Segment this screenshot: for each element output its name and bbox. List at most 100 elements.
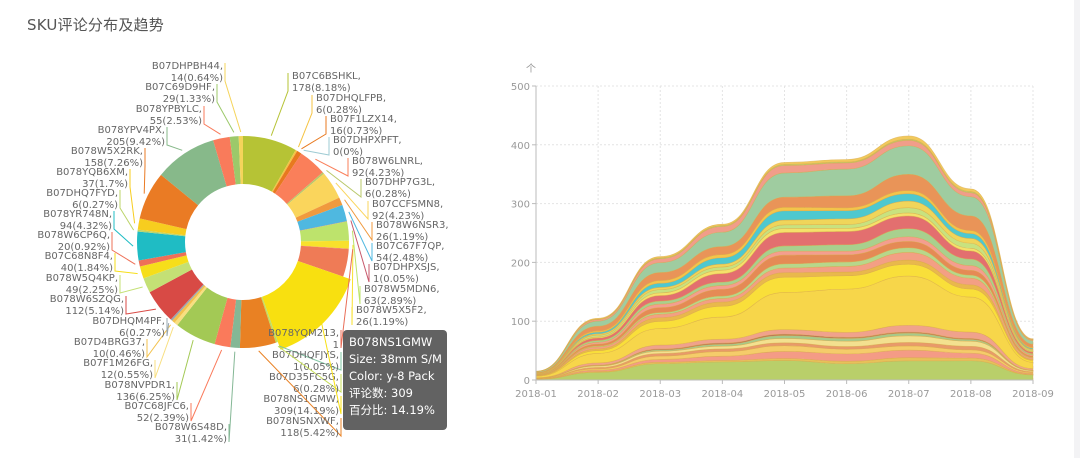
x-tick-label: 2018-01 [515,389,557,400]
pie-label-line [166,127,183,151]
pie-label-line [258,350,342,438]
pie-label-name: B078YPV4PX, [98,125,165,136]
sku-review-donut-chart[interactable]: B07C6BSHKL,178(8.18%)B07DHQLFPB,6(0.28%)… [0,0,500,458]
pie-label-value: 158(7.26%) [84,158,143,169]
pie-slice-b078yqm213[interactable] [300,245,349,250]
area-series-27[interactable] [535,135,1034,372]
x-tick-label: 2018-08 [950,389,992,400]
pie-label-name: B07DHPXPFT, [333,135,402,146]
pie-label-value: 14(0.64%) [171,73,223,84]
pie-label-value: 205(9.42%) [106,137,165,148]
pie-slice-b07c69d9hf[interactable] [229,136,241,185]
pie-label-name: B078NVPDR1, [105,380,176,391]
pie-label-value: 31(1.42%) [175,434,227,445]
pie-slice-b078w5mdn6[interactable] [299,221,349,242]
pie-label-value: 26(1.19%) [356,317,408,328]
pie-label-name: B07CCFSMN8, [372,199,443,210]
pie-label-name: B078W5Q4KP, [46,273,118,284]
pie-label-line [350,220,370,283]
pie-slice-b078w6szqg[interactable] [149,269,204,320]
pie-label-value: 63(2.89%) [364,296,416,307]
pie-label-line [228,351,236,443]
y-tick-label: 500 [511,82,530,93]
pie-label-line [320,319,342,415]
pie-slice-b07d4brg37[interactable] [172,285,206,323]
x-tick-label: 2018-04 [701,389,743,400]
pie-label-value: 6(0.28%) [316,105,362,116]
pie-slice-b07d35fc5g[interactable] [260,296,278,343]
pie-label-name: B078NSNXWF, [266,416,339,427]
pie-label-line [270,73,289,136]
pie-label-name: B07F1LZX14, [330,114,397,125]
x-tick-label: 2018-02 [577,389,619,400]
pie-label-name: B078W5X2RK, [71,146,143,157]
pie-slice-b078w5x2rk[interactable] [139,174,199,230]
pie-slice-b078ypv4px[interactable] [160,140,227,206]
pie-label-line [335,182,369,221]
x-tick-label: 2018-05 [764,389,806,400]
pie-label-value: 29(1.33%) [163,94,215,105]
pie-slice-b07dhp7g3l[interactable] [286,172,325,205]
pie-slice-b078w6cp6q[interactable] [138,252,187,267]
pie-label-line [119,275,143,294]
pie-slice-b07dhqm4pf[interactable] [170,284,205,321]
pie-slice-b07ccfsmn8[interactable] [287,173,340,218]
pie-slice-b078w6s48d[interactable] [230,299,242,348]
pie-label-line [315,158,349,177]
pie-slice-b07dhpbh44[interactable] [238,136,243,185]
pie-slice-b078w5q4kp[interactable] [143,261,192,293]
pie-label-name: B07C68N8F4, [45,251,113,262]
pie-slice-b07c6bshkl[interactable] [243,136,296,192]
x-tick-label: 2018-07 [888,389,930,400]
pie-label-value: 6(0.28%) [293,384,339,395]
pie-label-line [326,169,362,199]
pie-label-value: 118(5.42%) [280,428,339,439]
pie-label-line [224,63,242,133]
pie-label-value: 309(14.19%) [274,406,339,417]
pie-slice-b078ypbylc[interactable] [213,136,236,187]
pie-slice-b078w6nsr3[interactable] [295,197,343,222]
pie-slice-b078yr748n[interactable] [136,231,186,261]
tooltip-percent: 百分比: 14.19% [349,403,435,417]
pie-slice-b07f1lzx14[interactable] [272,150,302,194]
pie-label-value: 37(1.7%) [82,179,128,190]
sku-review-trend-chart[interactable]: 个 0 100 200 300 400 500 2018-01 2018-02 2018-03 20… [495,0,1075,458]
pie-label-line [176,339,194,401]
pie-slice-b078w6lnrl[interactable] [274,153,323,204]
pie-label-name: B078W6LNRL, [352,156,423,167]
pie-slice-b07c68n8f4[interactable] [139,255,189,279]
pie-slice-b078ns1gmw[interactable] [262,260,351,350]
pie-slice-b078w5x5f2[interactable] [300,240,349,249]
y-tick-label: 400 [511,141,530,152]
pie-label-value: 136(6.25%) [116,392,175,403]
pie-slice-b078nvpdr1[interactable] [177,287,228,345]
pie-slice-b07dhqfjys[interactable] [261,296,278,343]
pie-slice-b078yqb6xm[interactable] [137,218,187,236]
y-tick-label: 300 [511,200,530,211]
scrollbar-track[interactable] [1074,0,1080,458]
pie-slice-b07c68jfc6[interactable] [214,297,237,348]
pie-label-value: 6(0.27%) [72,200,118,211]
pie-slice-b07dhqlfpb[interactable] [271,149,298,193]
pie-slice-b07c67f7qp[interactable] [297,205,347,231]
pie-label-name: B07C69D9HF, [145,82,215,93]
pie-label-name: B078W5X5F2, [356,305,427,316]
pie-label-name: B078W6NSR3, [376,220,449,231]
pie-label-line [351,244,354,326]
pie-slice-b07dhpxsjs[interactable] [299,221,347,231]
pie-slice-b078nsnxwf[interactable] [239,297,276,348]
tooltip: B078NS1GMW Size: 38mm S/M Color: y-8 Pac… [343,330,447,430]
tooltip-name: B078NS1GMW [349,335,433,349]
pie-label-value: 52(2.39%) [137,413,189,424]
pie-label-value: 178(8.18%) [292,83,351,94]
pie-slice-b078yqm213b[interactable] [297,245,349,277]
pie-slice-b07dhq7fyd[interactable] [137,229,186,237]
pie-label-line [344,199,373,242]
pie-slice-b07f1m26fg[interactable] [174,286,208,326]
pie-label-name: B07DHQM4PF, [92,316,165,327]
pie-label-name: B078W6SZQG, [50,294,124,305]
pie-label-line [297,95,313,148]
pie-label-line [119,190,135,231]
pie-label-line [111,232,136,265]
pie-label-name: B078W6CP6Q, [37,230,110,241]
